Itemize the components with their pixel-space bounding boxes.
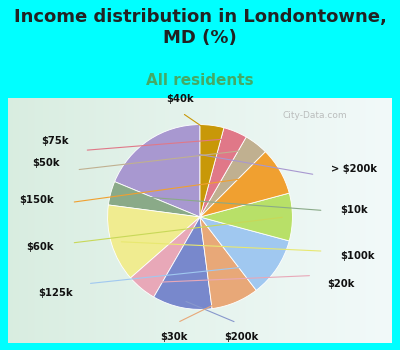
- Wedge shape: [200, 137, 265, 217]
- Text: $20k: $20k: [328, 279, 355, 288]
- Text: $200k: $200k: [224, 332, 259, 342]
- Text: $75k: $75k: [41, 136, 69, 146]
- Text: Income distribution in Londontowne,
MD (%): Income distribution in Londontowne, MD (…: [14, 8, 386, 47]
- Wedge shape: [108, 205, 200, 278]
- Wedge shape: [200, 193, 292, 241]
- Text: $60k: $60k: [26, 241, 54, 252]
- Wedge shape: [108, 182, 200, 217]
- Text: $125k: $125k: [38, 288, 72, 298]
- Wedge shape: [200, 217, 289, 290]
- Text: $100k: $100k: [340, 251, 375, 261]
- Wedge shape: [115, 125, 200, 217]
- Text: > $200k: > $200k: [331, 164, 377, 174]
- Text: $10k: $10k: [340, 205, 368, 215]
- Text: All residents: All residents: [146, 73, 254, 88]
- Text: $30k: $30k: [160, 332, 188, 342]
- Text: $150k: $150k: [19, 195, 54, 205]
- Wedge shape: [200, 128, 246, 217]
- Wedge shape: [154, 217, 212, 309]
- Text: City-Data.com: City-Data.com: [283, 111, 348, 120]
- Wedge shape: [200, 125, 224, 217]
- Text: $40k: $40k: [166, 94, 194, 104]
- Text: $50k: $50k: [32, 159, 60, 168]
- Wedge shape: [200, 217, 256, 309]
- Wedge shape: [130, 217, 200, 297]
- Wedge shape: [200, 152, 289, 217]
